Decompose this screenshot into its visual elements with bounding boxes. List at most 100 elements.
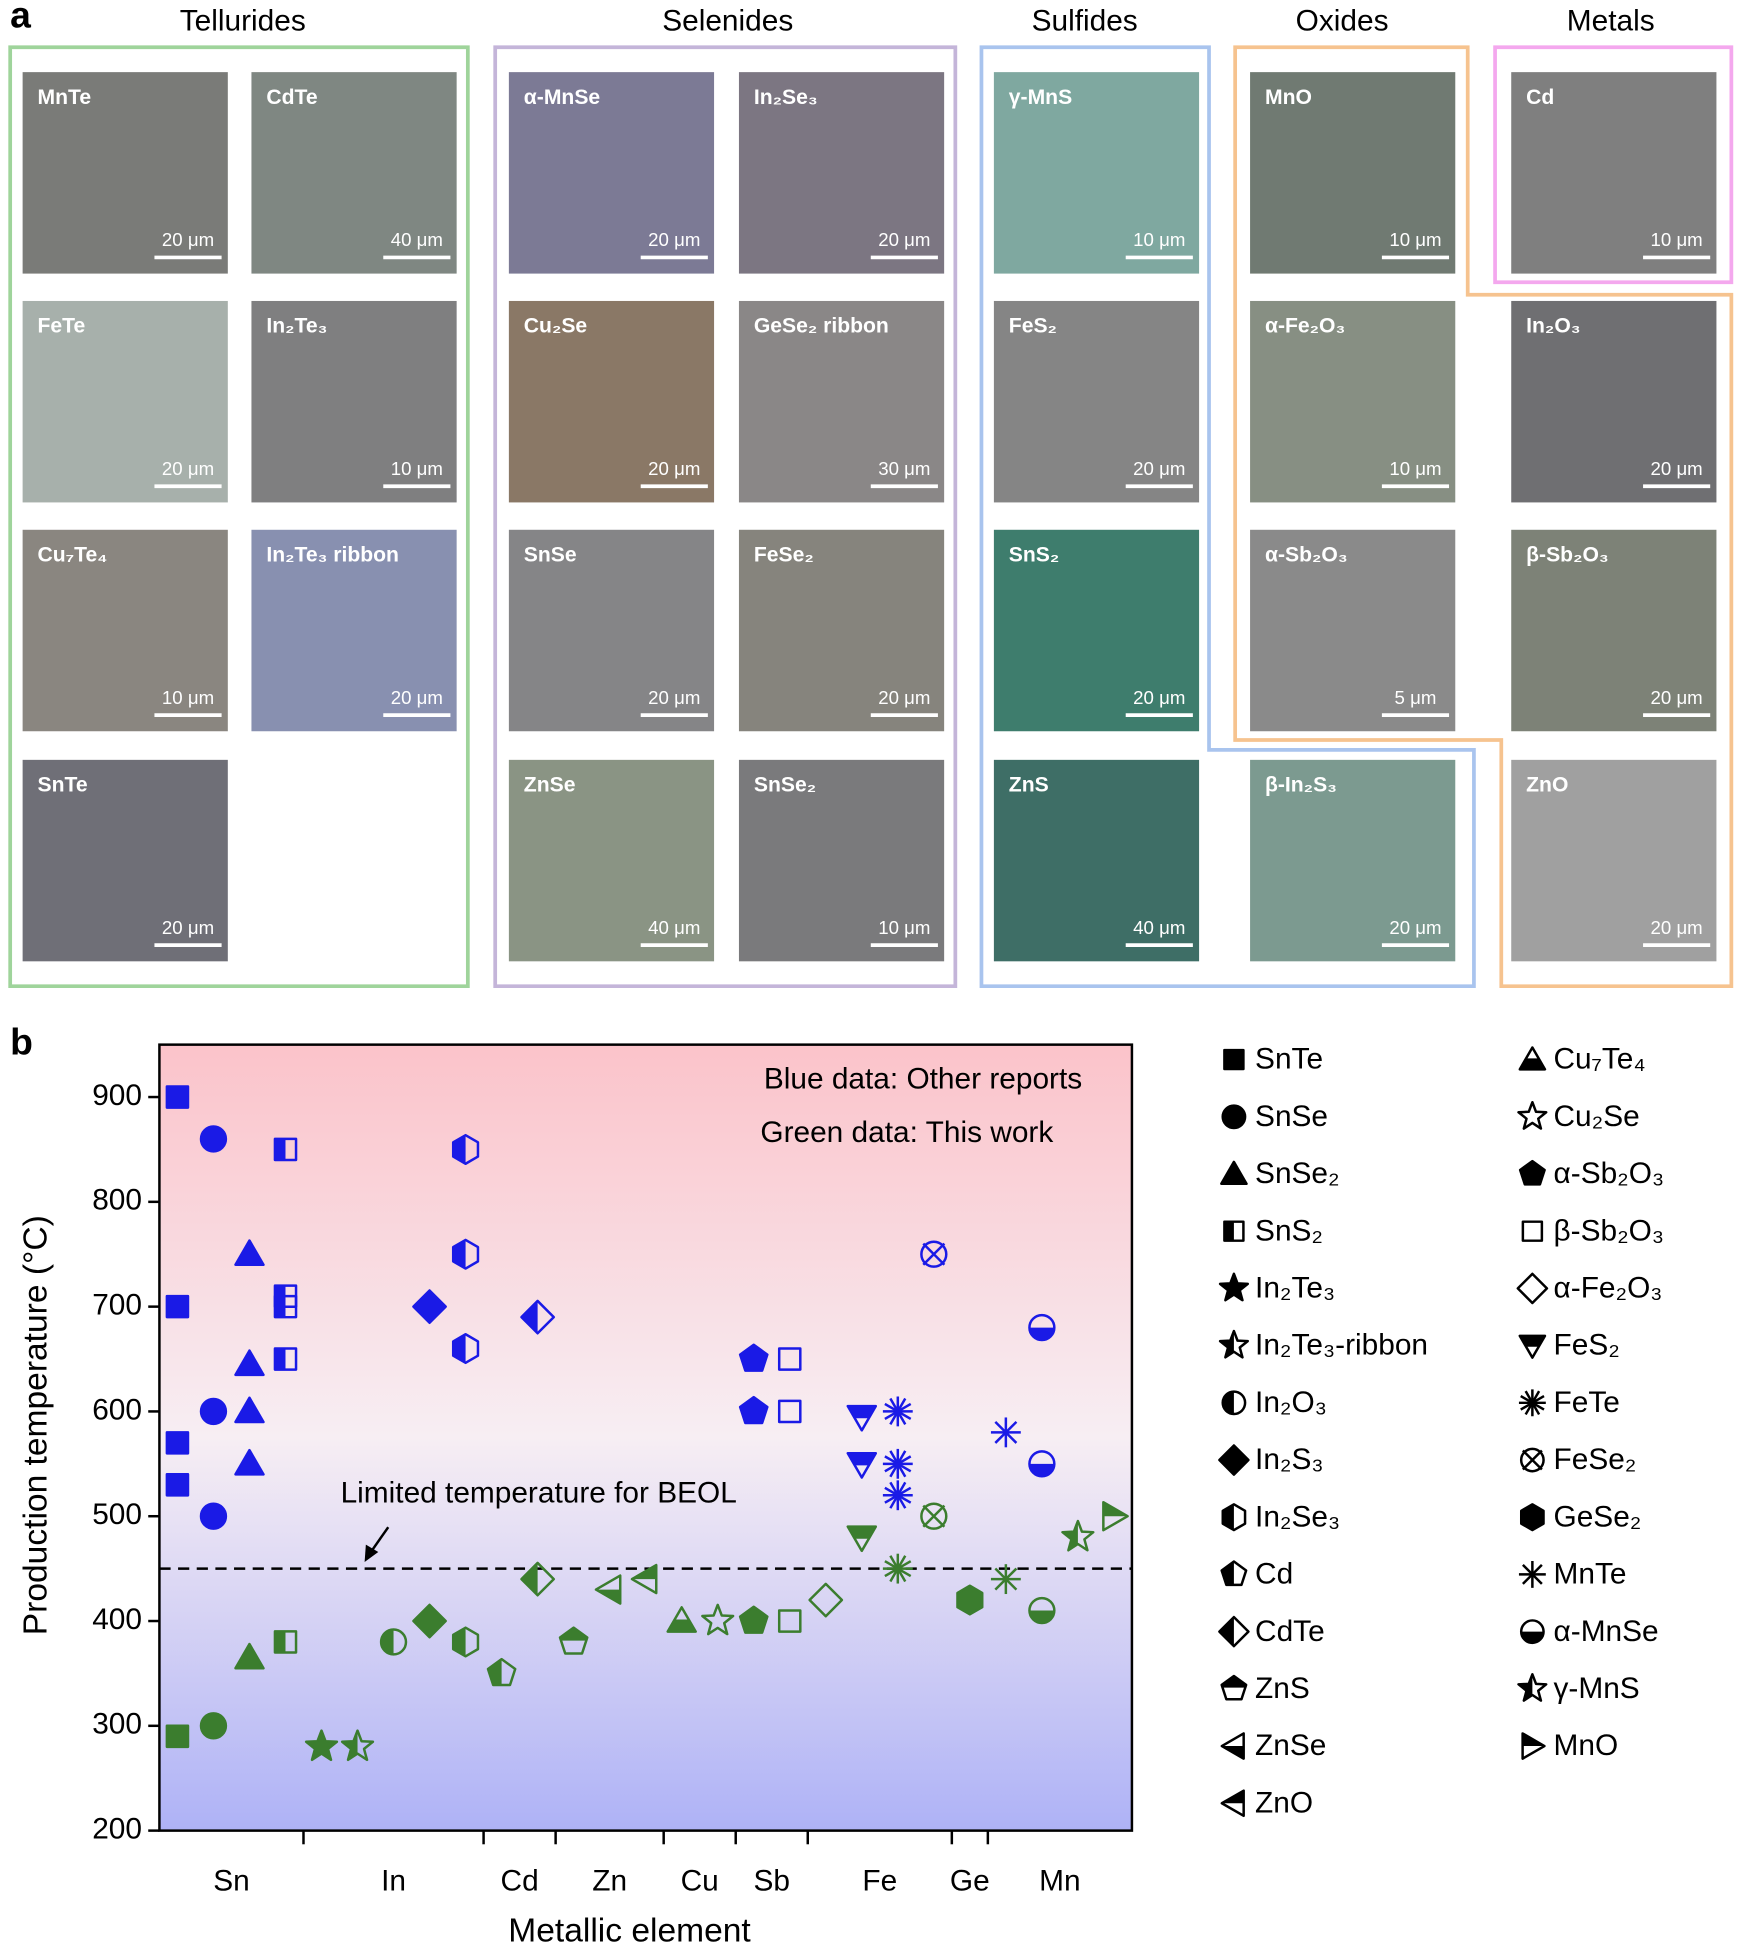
sample-label: SnS₂ bbox=[1009, 543, 1059, 566]
micrograph bbox=[508, 300, 715, 503]
marker bbox=[1518, 1334, 1547, 1359]
marker bbox=[1220, 1560, 1248, 1587]
group-title: Metals bbox=[1567, 4, 1655, 37]
marker-stroke bbox=[1520, 1395, 1545, 1411]
legend-item: Cd bbox=[1220, 1558, 1293, 1591]
sample-label: Cu₂Se bbox=[524, 315, 588, 338]
sample-label: MnO bbox=[1265, 86, 1312, 109]
marker-outline bbox=[165, 1724, 190, 1749]
legend-item: SnTe bbox=[1223, 1043, 1323, 1076]
marker bbox=[199, 1125, 228, 1153]
legend-label: SnS₂ bbox=[1255, 1214, 1323, 1247]
legend-item: SnS₂ bbox=[1223, 1214, 1323, 1247]
marker-half bbox=[487, 1659, 502, 1685]
legend-label: FeTe bbox=[1554, 1386, 1620, 1419]
marker-half bbox=[274, 1348, 286, 1370]
marker-stroke bbox=[884, 1486, 912, 1504]
marker bbox=[630, 1563, 658, 1595]
marker-outline bbox=[920, 1502, 948, 1530]
micrograph bbox=[1250, 300, 1456, 503]
scale-label: 20 μm bbox=[648, 229, 700, 250]
sample-label: In₂Te₃ ribbon bbox=[266, 543, 399, 566]
marker-half bbox=[1224, 1221, 1234, 1241]
marker-outline bbox=[1218, 1615, 1250, 1648]
y-tick-label: 600 bbox=[92, 1393, 142, 1426]
marker bbox=[1028, 1313, 1056, 1342]
legend-label: Cd bbox=[1255, 1558, 1293, 1591]
scale-label: 40 μm bbox=[648, 917, 700, 938]
micrograph bbox=[251, 529, 457, 732]
micrograph bbox=[22, 72, 228, 274]
marker bbox=[234, 1349, 265, 1377]
legend-label: ZnO bbox=[1255, 1786, 1313, 1819]
legend-item: MnTe bbox=[1518, 1558, 1626, 1591]
marker-outline bbox=[956, 1584, 984, 1616]
marker bbox=[165, 1431, 190, 1455]
legend-item: Cu₇Te₄ bbox=[1518, 1043, 1646, 1076]
legend-label: Cu₂Se bbox=[1554, 1100, 1640, 1133]
micrograph bbox=[1250, 529, 1456, 732]
legend-label: FeS₂ bbox=[1554, 1329, 1620, 1362]
group-frame bbox=[979, 45, 1476, 989]
x-tick-label: In bbox=[381, 1865, 406, 1898]
micrograph bbox=[508, 72, 715, 274]
legend-label: In₂Se₃ bbox=[1255, 1500, 1340, 1533]
x-tick-label: Ge bbox=[950, 1865, 990, 1898]
marker-stroke bbox=[884, 1402, 912, 1420]
marker bbox=[1521, 1220, 1544, 1242]
marker bbox=[920, 1240, 948, 1268]
marker bbox=[777, 1347, 802, 1371]
marker-half bbox=[1029, 1327, 1055, 1341]
legend-label: SnTe bbox=[1255, 1043, 1323, 1076]
marker-outline bbox=[234, 1239, 265, 1267]
marker bbox=[1218, 1444, 1250, 1476]
marker-half bbox=[342, 1730, 358, 1760]
micrograph bbox=[1511, 300, 1717, 503]
legend-item: ZnO bbox=[1220, 1786, 1313, 1819]
marker-stroke bbox=[1521, 1449, 1543, 1471]
marker-half bbox=[1522, 1733, 1545, 1747]
marker bbox=[520, 1561, 556, 1597]
marker-outline bbox=[165, 1294, 190, 1319]
y-tick-label: 900 bbox=[92, 1079, 142, 1112]
legend-label: GeSe₂ bbox=[1554, 1500, 1642, 1533]
annotation: Blue data: Other reports bbox=[764, 1063, 1082, 1096]
legend-label: α-MnSe bbox=[1554, 1615, 1659, 1648]
annotation-arrowhead bbox=[364, 1544, 379, 1562]
marker-outline bbox=[199, 1397, 228, 1426]
group-title: Tellurides bbox=[180, 4, 306, 37]
marker-outline bbox=[234, 1396, 265, 1424]
micrograph bbox=[993, 759, 1200, 962]
legend-label: FeSe₂ bbox=[1554, 1443, 1637, 1476]
x-tick-label: Mn bbox=[1039, 1865, 1080, 1898]
marker bbox=[412, 1603, 447, 1639]
marker bbox=[234, 1642, 265, 1670]
reference-label: Limited temperature for BEOL bbox=[341, 1477, 737, 1510]
y-tick-label: 500 bbox=[92, 1498, 142, 1531]
x-tick-label: Sb bbox=[753, 1865, 789, 1898]
marker bbox=[273, 1347, 298, 1371]
marker-half bbox=[1221, 1746, 1244, 1759]
marker-half bbox=[847, 1406, 876, 1419]
marker-stroke bbox=[884, 1455, 912, 1473]
marker bbox=[666, 1606, 697, 1633]
marker bbox=[846, 1525, 878, 1553]
y-tick-label: 200 bbox=[92, 1812, 142, 1845]
legend-item: ZnSe bbox=[1220, 1729, 1326, 1762]
legend-item: α-Sb₂O₃ bbox=[1518, 1157, 1664, 1190]
y-tick-label: 800 bbox=[92, 1184, 142, 1217]
micrograph bbox=[251, 72, 457, 274]
scale-label: 20 μm bbox=[648, 687, 700, 708]
scale-label: 5 μm bbox=[1395, 687, 1437, 708]
marker-outline bbox=[412, 1603, 447, 1639]
marker-half bbox=[1220, 1331, 1234, 1358]
sample-label: ZnSe bbox=[524, 774, 576, 797]
marker bbox=[165, 1085, 190, 1109]
marker-half bbox=[1221, 1561, 1234, 1585]
y-tick-label: 700 bbox=[92, 1289, 142, 1322]
marker-half bbox=[453, 1135, 466, 1164]
marker bbox=[990, 1417, 1021, 1448]
marker bbox=[165, 1294, 190, 1319]
marker-outline bbox=[1521, 1220, 1544, 1242]
